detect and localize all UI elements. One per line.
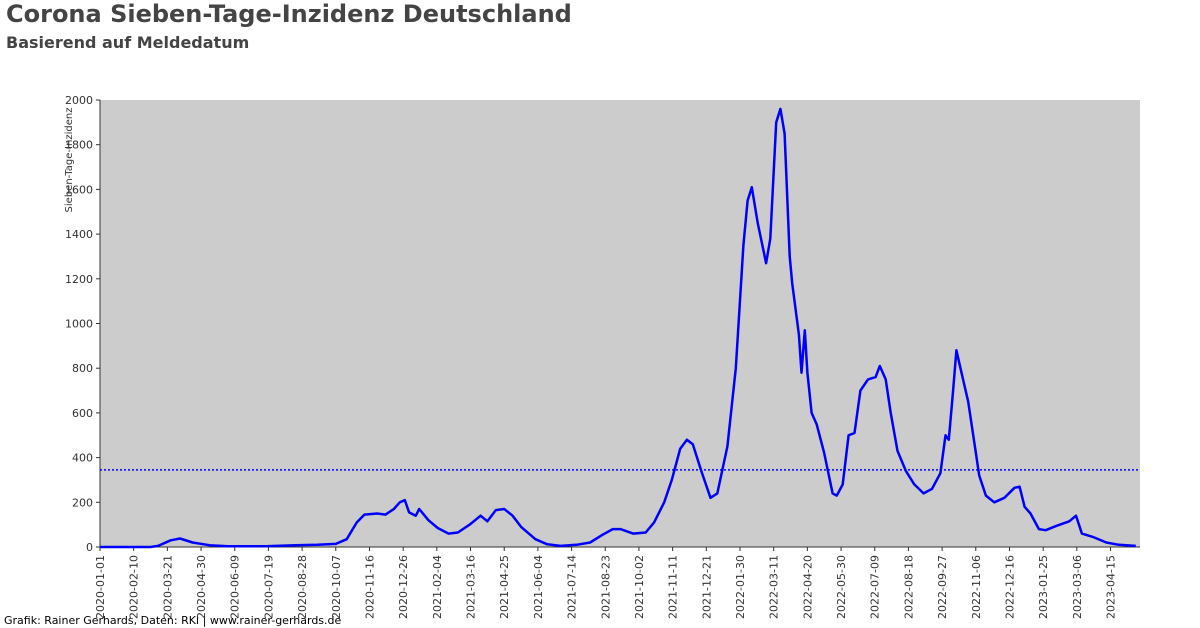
x-tick-label: 2022-04-20 <box>801 555 814 619</box>
x-tick-label: 2023-04-15 <box>1105 555 1118 619</box>
x-tick-label: 2022-12-16 <box>1003 555 1016 619</box>
x-tick-label: 2020-03-21 <box>161 555 174 619</box>
y-tick-label: 600 <box>72 407 93 420</box>
y-axis-label: Sieben-Tage-Inzidenz <box>64 108 75 213</box>
plot-area <box>100 100 1140 547</box>
x-tick-label: 2020-07-19 <box>262 555 275 619</box>
x-tick-label: 2020-06-09 <box>229 555 242 619</box>
x-tick-label: 2020-01-01 <box>94 555 107 619</box>
x-tick-label: 2020-10-07 <box>330 555 343 619</box>
x-tick-label: 2020-02-10 <box>128 555 141 619</box>
x-tick-label: 2022-08-18 <box>902 555 915 619</box>
x-tick-label: 2022-09-27 <box>936 555 949 619</box>
line-series <box>100 107 1136 549</box>
y-tick-label: 400 <box>72 452 93 465</box>
y-tick-label: 800 <box>72 362 93 375</box>
x-tick-label: 2021-04-25 <box>498 555 511 619</box>
x-tick-label: 2023-03-06 <box>1071 555 1084 619</box>
y-tick-label: 1200 <box>65 273 93 286</box>
x-tick-label: 2021-08-23 <box>599 555 612 619</box>
x-tick-label: 2022-05-30 <box>835 555 848 619</box>
x-tick-label: 2021-10-02 <box>633 555 646 619</box>
x-tick-label: 2021-12-21 <box>700 555 713 619</box>
x-tick-label: 2021-07-14 <box>566 555 579 619</box>
x-tick-label: 2022-03-11 <box>768 555 781 619</box>
x-tick-label: 2020-04-30 <box>195 555 208 619</box>
chart-subtitle: Basierend auf Meldedatum <box>6 33 249 52</box>
x-tick-label: 2020-12-26 <box>397 555 410 619</box>
x-tick-label: 2020-08-28 <box>296 555 309 619</box>
x-tick-label: 2023-01-25 <box>1037 555 1050 619</box>
y-tick-label: 2000 <box>65 94 93 107</box>
y-tick-label: 1600 <box>65 183 93 196</box>
x-tick-label: 2022-11-06 <box>970 555 983 619</box>
y-tick-label: 1000 <box>65 318 93 331</box>
x-tick-label: 2021-02-04 <box>431 555 444 619</box>
y-tick-label: 0 <box>86 541 93 554</box>
chart-title: Corona Sieben-Tage-Inzidenz Deutschland <box>6 0 572 28</box>
x-tick-label: 2021-03-16 <box>465 555 478 619</box>
y-tick-label: 1400 <box>65 228 93 241</box>
y-tick-label: 1800 <box>65 139 93 152</box>
x-tick-label: 2021-11-11 <box>667 555 680 619</box>
x-tick-label: 2022-07-09 <box>869 555 882 619</box>
footer: Grafik: Rainer Gerhards, Daten: RKI | ww… <box>4 614 342 627</box>
x-tick-label: 2022-01-30 <box>734 555 747 619</box>
y-tick-label: 200 <box>72 496 93 509</box>
x-tick-label: 2020-11-16 <box>363 555 376 619</box>
x-tick-label: 2021-06-04 <box>532 555 545 619</box>
